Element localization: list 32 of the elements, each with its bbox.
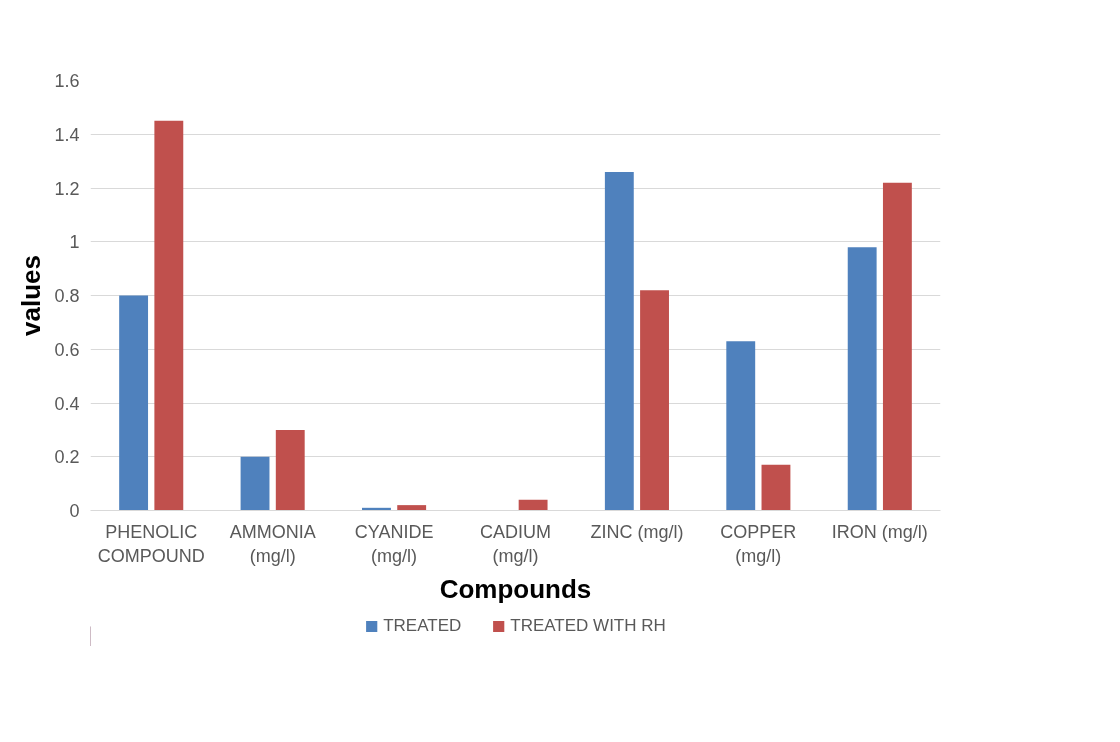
y-tick-label: 1.6 xyxy=(54,71,80,91)
x-tick-label: AMMONIA (mg/l) xyxy=(229,521,316,566)
x-tick-label: CYANIDE (mg/l) xyxy=(354,521,434,566)
bar xyxy=(726,341,756,511)
x-tick-label: PHENOLIC COMPOUND xyxy=(97,521,205,566)
y-tick-label: 1 xyxy=(69,232,80,253)
bar xyxy=(518,499,548,511)
x-tick-label: COPPER (mg/l) xyxy=(720,521,797,566)
bar xyxy=(604,171,634,511)
y-tick-label: 0.4 xyxy=(54,393,80,414)
x-axis-title: Compounds xyxy=(439,573,592,604)
y-tick-label: 1.4 xyxy=(54,124,80,145)
bar xyxy=(640,290,669,511)
bar xyxy=(882,182,912,511)
legend-label: TREATED WITH RH xyxy=(510,616,666,636)
bar xyxy=(761,464,791,511)
y-tick-label: 1.2 xyxy=(54,178,80,199)
bar xyxy=(240,456,270,511)
y-tick-label: 0 xyxy=(69,501,80,521)
y-tick-label: 0.8 xyxy=(54,286,80,306)
x-tick-label: CADIUM (mg/l) xyxy=(480,521,551,566)
legend-label: TREATED xyxy=(383,616,462,636)
bar xyxy=(397,505,427,511)
x-tick-label: ZINC (mg/l) xyxy=(590,521,684,542)
y-axis-title: values xyxy=(16,255,47,336)
bar xyxy=(119,295,149,511)
y-tick-label: 0.6 xyxy=(54,339,80,360)
bar xyxy=(275,429,305,511)
bar xyxy=(847,247,877,511)
bar xyxy=(154,120,184,511)
x-tick-label: IRON (mg/l) xyxy=(831,521,928,542)
y-tick-label: 0.2 xyxy=(54,447,80,468)
